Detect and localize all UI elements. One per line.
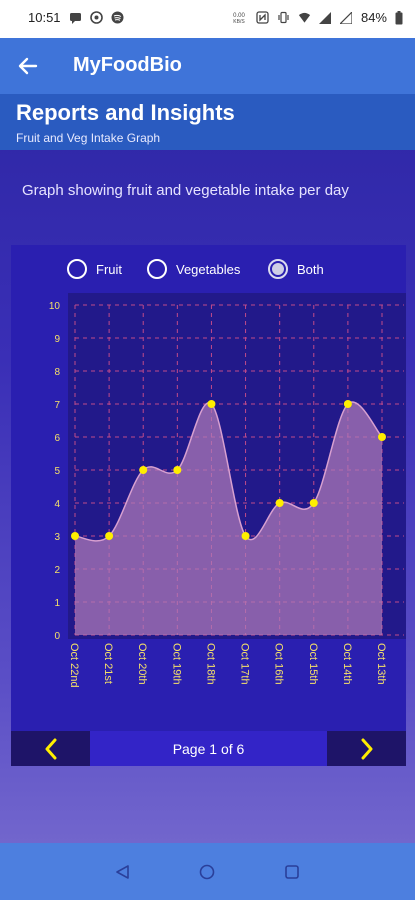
nav-recents-button[interactable] (283, 863, 301, 881)
home-circle-icon (199, 864, 215, 880)
next-page-button[interactable] (327, 731, 406, 766)
data-point (139, 466, 148, 474)
y-tick-label: 0 (54, 631, 60, 642)
chevron-left-icon (45, 738, 56, 759)
x-tick-label: Oct 20th (136, 643, 148, 685)
app-bar: MyFoodBio (0, 38, 415, 94)
y-tick-label: 8 (54, 367, 60, 378)
back-button[interactable] (14, 52, 42, 80)
x-tick-label: Oct 21st (102, 643, 114, 684)
x-tick-label: Oct 16th (273, 643, 285, 685)
series-line (74, 401, 383, 542)
data-point (207, 400, 216, 408)
radio-fruit-circle[interactable] (67, 259, 87, 279)
y-tick-label: 5 (54, 466, 60, 477)
radio-vegetables-circle[interactable] (147, 259, 167, 279)
page-indicator: Page 1 of 6 (90, 731, 327, 766)
status-right: 0.00 KB/S 84% (230, 10, 403, 25)
nfc-icon (256, 11, 269, 24)
x-tick-label: Oct 14th (341, 643, 353, 685)
radio-both-circle[interactable] (268, 259, 288, 279)
data-point (173, 466, 182, 474)
vibrate-icon (277, 11, 290, 24)
y-tick-label: 2 (54, 565, 60, 576)
radio-fruit-label: Fruit (96, 261, 122, 277)
data-point (343, 400, 352, 408)
app-title: MyFoodBio (73, 54, 182, 76)
data-point (71, 532, 79, 540)
data-point (378, 433, 386, 441)
x-tick-label: Oct 13th (375, 643, 387, 685)
radio-fruit[interactable]: Fruit (67, 255, 122, 283)
x-tick-label: Oct 15th (307, 643, 319, 685)
y-tick-label: 6 (54, 433, 60, 444)
x-tick-label: Oct 22nd (68, 643, 80, 688)
battery-icon (395, 10, 403, 24)
x-tick-label: Oct 18th (204, 643, 216, 685)
y-tick-label: 7 (54, 400, 60, 411)
y-tick-label: 3 (54, 532, 60, 543)
pager: Page 1 of 6 (11, 731, 406, 766)
svg-text:KB/S: KB/S (233, 19, 245, 24)
svg-text:0.00: 0.00 (233, 13, 245, 19)
spotify-icon (111, 11, 124, 24)
x-tick-label: Oct 17th (239, 643, 251, 685)
data-speed-icon: 0.00 KB/S (230, 11, 248, 24)
back-triangle-icon (116, 865, 129, 879)
chart-card: Fruit Vegetables Both 0 1 2 3 4 5 6 7 8 9 10 Oct 22… (11, 245, 406, 766)
data-point (309, 499, 318, 507)
status-time: 10:51 (28, 10, 61, 25)
page-subtitle: Fruit and Veg Intake Graph (16, 131, 161, 145)
status-bar: 10:51 0.00 KB/S 84% (0, 0, 415, 38)
data-point (241, 532, 250, 540)
circle-app-icon (89, 11, 103, 24)
x-tick-label: Oct 19th (170, 643, 182, 685)
battery-level: 84% (360, 10, 387, 25)
graph-description: Graph showing fruit and vegetable intake… (22, 182, 349, 199)
radio-both[interactable]: Both (268, 255, 324, 283)
page-header: Reports and Insights Fruit and Veg Intak… (0, 94, 415, 150)
radio-vegetables[interactable]: Vegetables (147, 255, 240, 283)
status-left: 10:51 (28, 10, 124, 25)
recents-square-icon (285, 865, 299, 879)
radio-both-label: Both (297, 261, 324, 277)
chevron-right-icon (361, 738, 372, 759)
y-tick-label: 10 (49, 301, 61, 312)
series-area (75, 402, 382, 635)
message-icon (69, 11, 82, 24)
y-tick-label: 1 (54, 598, 60, 609)
page-title: Reports and Insights (16, 100, 235, 125)
arrow-left-icon (18, 57, 38, 75)
wifi-icon (298, 11, 311, 24)
data-point (105, 532, 114, 540)
system-nav-bar (0, 843, 415, 900)
y-tick-label: 4 (54, 499, 60, 510)
prev-page-button[interactable] (11, 731, 90, 766)
signal-icon (319, 11, 332, 24)
nav-home-button[interactable] (198, 863, 216, 881)
y-tick-label: 9 (54, 334, 60, 345)
filter-radio-group: Fruit Vegetables Both (11, 255, 406, 285)
intake-chart: 0 1 2 3 4 5 6 7 8 9 10 Oct 22nd Oct 21st Oct 20th Oct … (49, 293, 406, 688)
data-point (275, 499, 284, 507)
signal-icon-2 (340, 11, 353, 24)
nav-back-button[interactable] (113, 863, 131, 881)
radio-vegetables-label: Vegetables (176, 261, 241, 277)
